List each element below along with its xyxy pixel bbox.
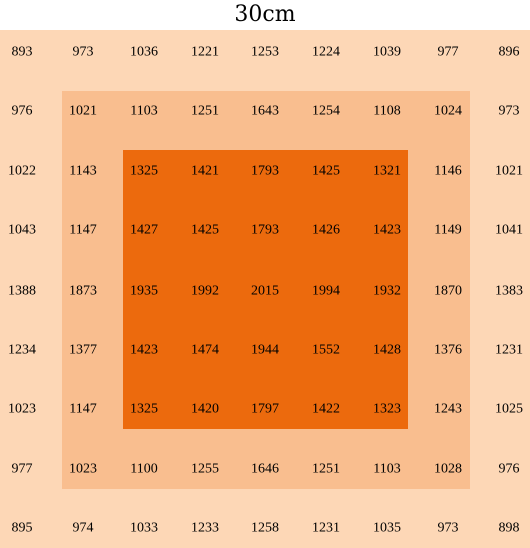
cell-value-r0-c8: 896 bbox=[499, 45, 520, 60]
cell-value-r6-c4: 1797 bbox=[251, 402, 279, 417]
cell-value-r6-c6: 1323 bbox=[373, 402, 401, 417]
cell-value-r3-c6: 1423 bbox=[373, 223, 401, 238]
cell-value-r5-c4: 1944 bbox=[251, 343, 279, 358]
cell-values: 893 973 1036 1221 1253 1224 1039 977 896 976 1021 1… bbox=[8, 45, 523, 536]
cell-value-r7-c8: 976 bbox=[499, 462, 520, 477]
cell-value-r5-c0: 1234 bbox=[8, 343, 36, 358]
cell-value-r0-c6: 1039 bbox=[373, 45, 401, 60]
cell-value-r7-c0: 977 bbox=[12, 462, 33, 477]
cell-value-r4-c2: 1935 bbox=[130, 284, 158, 299]
cell-value-r7-c6: 1103 bbox=[373, 462, 400, 477]
cell-value-r1-c0: 976 bbox=[12, 104, 33, 119]
cell-value-r1-c4: 1643 bbox=[251, 104, 279, 119]
cell-value-r0-c1: 973 bbox=[73, 45, 94, 60]
cell-value-r4-c1: 1873 bbox=[69, 284, 97, 299]
cell-value-r8-c6: 1035 bbox=[373, 521, 401, 536]
cell-value-r2-c4: 1793 bbox=[251, 164, 279, 179]
cell-value-r3-c7: 1149 bbox=[434, 223, 461, 238]
cell-value-r6-c7: 1243 bbox=[434, 402, 462, 417]
cell-value-r8-c4: 1258 bbox=[251, 521, 279, 536]
cell-value-r2-c3: 1421 bbox=[191, 164, 219, 179]
cell-value-r3-c2: 1427 bbox=[130, 223, 158, 238]
cell-value-r8-c3: 1233 bbox=[191, 521, 219, 536]
cell-value-r0-c2: 1036 bbox=[130, 45, 158, 60]
cell-value-r3-c3: 1425 bbox=[191, 223, 219, 238]
cell-value-r7-c7: 1028 bbox=[434, 462, 462, 477]
cell-value-r2-c0: 1022 bbox=[8, 164, 36, 179]
cell-value-r2-c6: 1321 bbox=[373, 164, 401, 179]
cell-value-r3-c4: 1793 bbox=[251, 223, 279, 238]
cell-value-r7-c5: 1251 bbox=[312, 462, 340, 477]
cell-value-r8-c8: 898 bbox=[499, 521, 520, 536]
cell-value-r7-c3: 1255 bbox=[191, 462, 219, 477]
cell-value-r2-c1: 1143 bbox=[69, 164, 96, 179]
cell-value-r2-c7: 1146 bbox=[434, 164, 461, 179]
cell-value-r2-c5: 1425 bbox=[312, 164, 340, 179]
cell-value-r8-c2: 1033 bbox=[130, 521, 158, 536]
cell-value-r0-c3: 1221 bbox=[191, 45, 219, 60]
cell-value-r7-c1: 1023 bbox=[69, 462, 97, 477]
cell-value-r4-c8: 1383 bbox=[495, 284, 523, 299]
cell-value-r0-c5: 1224 bbox=[312, 45, 340, 60]
cell-value-r5-c2: 1423 bbox=[130, 343, 158, 358]
cell-value-r8-c7: 973 bbox=[438, 521, 459, 536]
cell-value-r6-c8: 1025 bbox=[495, 402, 523, 417]
cell-value-r5-c6: 1428 bbox=[373, 343, 401, 358]
cell-value-r6-c2: 1325 bbox=[130, 402, 158, 417]
cell-value-r3-c0: 1043 bbox=[8, 223, 36, 238]
cell-value-r3-c8: 1041 bbox=[495, 223, 523, 238]
cell-value-r0-c7: 977 bbox=[438, 45, 459, 60]
cell-value-r2-c2: 1325 bbox=[130, 164, 158, 179]
cell-value-r5-c5: 1552 bbox=[312, 343, 340, 358]
cell-value-r1-c2: 1103 bbox=[130, 104, 157, 119]
inner-zone bbox=[123, 150, 408, 429]
cell-value-r6-c1: 1147 bbox=[69, 402, 96, 417]
cell-value-r1-c1: 1021 bbox=[69, 104, 97, 119]
cell-value-r1-c7: 1024 bbox=[434, 104, 462, 119]
cell-value-r5-c3: 1474 bbox=[191, 343, 219, 358]
cell-value-r8-c5: 1231 bbox=[312, 521, 340, 536]
cell-value-r6-c0: 1023 bbox=[8, 402, 36, 417]
cell-value-r6-c3: 1420 bbox=[191, 402, 219, 417]
cell-value-r7-c2: 1100 bbox=[130, 462, 157, 477]
cell-value-r8-c0: 895 bbox=[12, 521, 33, 536]
cell-value-r4-c4: 2015 bbox=[251, 284, 279, 299]
cell-value-r4-c7: 1870 bbox=[434, 284, 462, 299]
cell-value-r5-c8: 1231 bbox=[495, 343, 523, 358]
chart-title: 30cm bbox=[234, 2, 296, 27]
cell-value-r0-c0: 893 bbox=[12, 45, 33, 60]
cell-value-r6-c5: 1422 bbox=[312, 402, 340, 417]
cell-value-r8-c1: 974 bbox=[73, 521, 94, 536]
cell-value-r1-c3: 1251 bbox=[191, 104, 219, 119]
cell-value-r2-c8: 1021 bbox=[495, 164, 523, 179]
cell-value-r1-c6: 1108 bbox=[373, 104, 400, 119]
cell-value-r3-c5: 1426 bbox=[312, 223, 340, 238]
cell-value-r1-c5: 1254 bbox=[312, 104, 340, 119]
cell-value-r4-c3: 1992 bbox=[191, 284, 219, 299]
cell-value-r3-c1: 1147 bbox=[69, 223, 96, 238]
cell-value-r5-c1: 1377 bbox=[69, 343, 97, 358]
cell-value-r4-c5: 1994 bbox=[312, 284, 340, 299]
cell-value-r4-c0: 1388 bbox=[8, 284, 36, 299]
cell-value-r0-c4: 1253 bbox=[251, 45, 279, 60]
cell-value-r7-c4: 1646 bbox=[251, 462, 279, 477]
cell-value-r4-c6: 1932 bbox=[373, 284, 401, 299]
cell-value-r1-c8: 973 bbox=[499, 104, 520, 119]
cell-value-r5-c7: 1376 bbox=[434, 343, 462, 358]
